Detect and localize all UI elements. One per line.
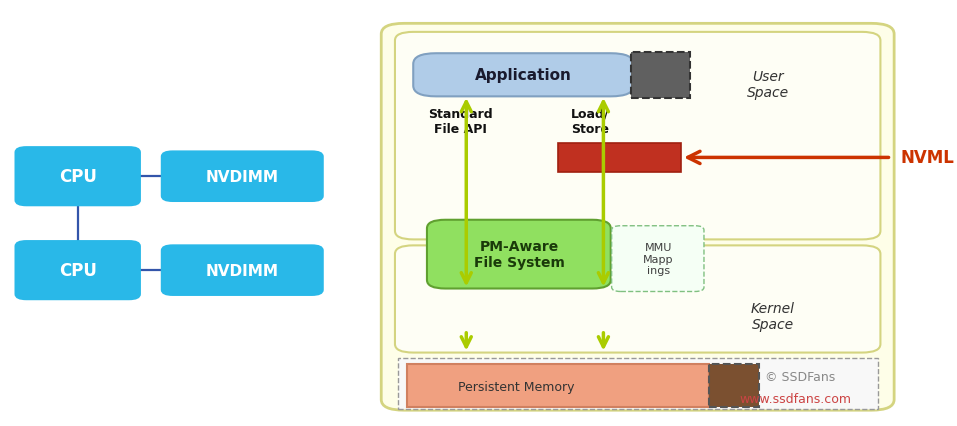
FancyBboxPatch shape: [395, 33, 880, 240]
Bar: [708, 364, 759, 407]
Bar: [407, 364, 708, 407]
FancyBboxPatch shape: [162, 246, 323, 295]
FancyBboxPatch shape: [15, 148, 140, 206]
FancyBboxPatch shape: [15, 242, 140, 299]
FancyBboxPatch shape: [381, 24, 894, 410]
FancyBboxPatch shape: [612, 226, 704, 292]
Text: Application: Application: [475, 68, 572, 83]
Text: Load/
Store: Load/ Store: [571, 107, 610, 135]
Text: CPU: CPU: [58, 168, 97, 186]
Text: www.ssdfans.com: www.ssdfans.com: [740, 392, 852, 405]
Text: Standard
File API: Standard File API: [429, 107, 493, 135]
FancyBboxPatch shape: [395, 246, 880, 353]
FancyBboxPatch shape: [162, 152, 323, 201]
Bar: [631, 53, 690, 99]
Text: MMU
Mapp
ings: MMU Mapp ings: [643, 242, 674, 276]
FancyBboxPatch shape: [413, 54, 634, 97]
Text: © SSDFans: © SSDFans: [765, 371, 835, 383]
Text: NVDIMM: NVDIMM: [206, 169, 278, 184]
Bar: [558, 144, 681, 173]
Text: NVML: NVML: [901, 149, 954, 167]
Text: Kernel
Space: Kernel Space: [750, 301, 794, 331]
Text: Persistent Memory: Persistent Memory: [458, 380, 575, 393]
FancyBboxPatch shape: [427, 220, 611, 289]
Text: CPU: CPU: [58, 262, 97, 279]
Bar: [398, 358, 878, 409]
Text: PM-Aware
File System: PM-Aware File System: [474, 239, 565, 269]
Text: NVDIMM: NVDIMM: [206, 263, 278, 278]
Text: User
Space: User Space: [746, 70, 789, 100]
